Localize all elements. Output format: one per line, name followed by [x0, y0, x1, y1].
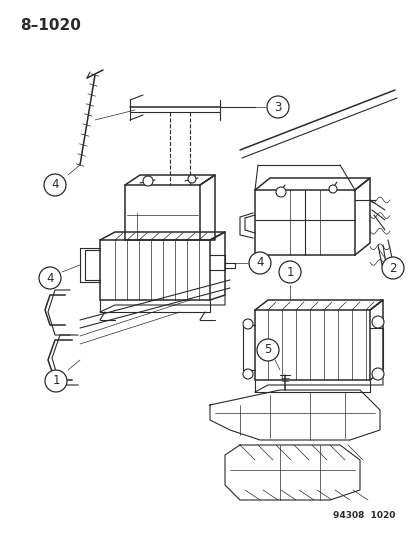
- Circle shape: [39, 267, 61, 289]
- Text: 5: 5: [263, 343, 271, 357]
- Circle shape: [45, 370, 67, 392]
- Text: 94308  1020: 94308 1020: [332, 511, 394, 520]
- Text: 4: 4: [51, 179, 59, 191]
- Circle shape: [381, 257, 403, 279]
- Text: 2: 2: [388, 262, 396, 274]
- Circle shape: [256, 339, 278, 361]
- Circle shape: [248, 252, 271, 274]
- Circle shape: [275, 187, 285, 197]
- Text: 8–1020: 8–1020: [20, 18, 81, 33]
- Text: 4: 4: [256, 256, 263, 270]
- Circle shape: [44, 174, 66, 196]
- Circle shape: [242, 369, 252, 379]
- Text: 1: 1: [52, 375, 59, 387]
- Circle shape: [371, 316, 383, 328]
- Text: 4: 4: [46, 271, 54, 285]
- Circle shape: [278, 261, 300, 283]
- Circle shape: [142, 176, 153, 186]
- Circle shape: [266, 96, 288, 118]
- Circle shape: [242, 319, 252, 329]
- Text: 3: 3: [274, 101, 281, 114]
- Circle shape: [188, 175, 195, 183]
- Circle shape: [328, 185, 336, 193]
- Circle shape: [371, 368, 383, 380]
- Text: 1: 1: [285, 265, 293, 279]
